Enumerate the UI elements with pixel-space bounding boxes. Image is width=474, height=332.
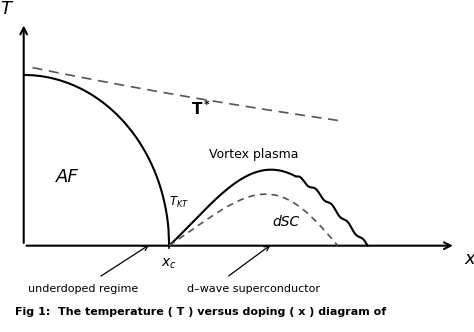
Text: T: T	[0, 0, 11, 18]
Text: Fig 1:  The temperature ( T ) versus doping ( x ) diagram of: Fig 1: The temperature ( T ) versus dopi…	[15, 307, 386, 317]
Text: $x_c$: $x_c$	[161, 257, 177, 272]
Text: Vortex plasma: Vortex plasma	[209, 148, 298, 161]
Text: AF: AF	[56, 168, 79, 186]
Text: underdoped regime: underdoped regime	[28, 285, 138, 294]
Text: dSC: dSC	[273, 215, 300, 229]
Text: $T_{KT}$: $T_{KT}$	[169, 195, 189, 209]
Text: d–wave superconductor: d–wave superconductor	[187, 285, 320, 294]
Text: x: x	[465, 250, 474, 268]
Text: $\mathbf{T^*}$: $\mathbf{T^*}$	[191, 100, 211, 119]
